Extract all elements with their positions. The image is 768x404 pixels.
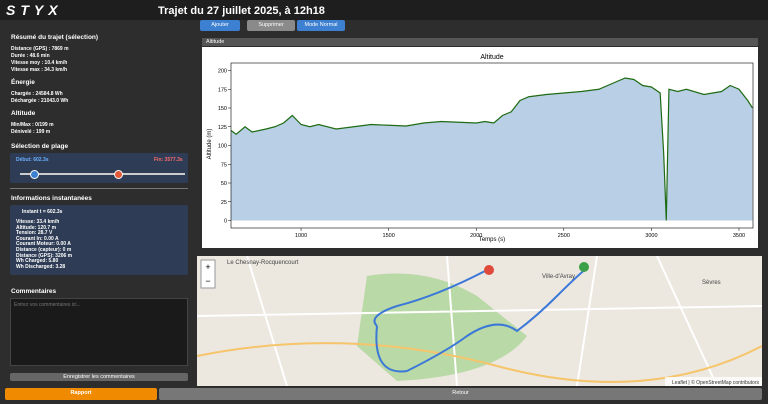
range-title: Sélection de plage <box>11 143 69 150</box>
x-tick-label: 1500 <box>383 233 395 239</box>
summary-line: Durée : 48.6 min <box>11 53 50 59</box>
page-title: Trajet du 27 juillet 2025, à 12h18 <box>158 5 325 17</box>
comments-title: Commentaires <box>11 288 57 295</box>
y-tick-label: 50 <box>221 181 227 187</box>
instant-line: Distance (GPS): 3206 m <box>16 252 73 259</box>
instant-line: Courant In: 0.00 A <box>16 235 59 242</box>
add-button[interactable]: Ajouter <box>200 20 240 31</box>
separator <box>10 188 188 189</box>
x-tick-label: 2000 <box>470 233 482 239</box>
route <box>375 267 588 373</box>
altitude-line: Dénivelé : 199 m <box>11 129 51 135</box>
logo: STYX <box>6 2 63 18</box>
energy-line: Déchargée : 21043.0 Wh <box>11 98 69 104</box>
zoom-in[interactable]: + <box>205 262 210 272</box>
instant-line: Courant Moteur: 0.00 A <box>16 241 71 248</box>
comments-input[interactable]: Entrez vos commentaires ici... <box>10 298 188 366</box>
altitude-line: Min/Max : 0/199 m <box>11 122 54 128</box>
line <box>230 77 753 221</box>
instant-line: Vitesse: 33.4 km/h <box>16 219 60 225</box>
x-tick-label: 2500 <box>558 233 570 239</box>
summary-title: Résumé du trajet (sélection) <box>11 34 99 41</box>
x-tick-label: 1000 <box>295 233 307 239</box>
zoom-control <box>200 259 216 289</box>
range-handle-end[interactable] <box>114 170 123 179</box>
summary-line: Vitesse max : 34.3 km/h <box>11 67 68 73</box>
instant-line: Tension: 28.7 V <box>16 230 53 237</box>
map-label: Sèvres <box>702 280 721 286</box>
range-panel <box>10 153 188 183</box>
y-axis-label: Altitude (m) <box>207 129 213 160</box>
delete-button[interactable]: Supprimer <box>247 20 295 31</box>
instant-panel <box>10 205 188 275</box>
instant-line: Wh Charged: 5.80 <box>16 258 59 265</box>
y-tick-label: 100 <box>218 144 227 150</box>
instant-title: Informations instantanées <box>11 195 92 202</box>
back-button[interactable]: Retour <box>159 388 762 400</box>
altitude-title: Altitude <box>11 110 36 117</box>
summary-line: Distance (GPS) : 7869 m <box>11 46 69 52</box>
save-comments-button[interactable]: Enregistrer les commentaires <box>10 373 188 381</box>
y-tick-label: 175 <box>218 87 227 93</box>
map-label: Ville-d'Avray <box>542 274 575 280</box>
forest <box>357 273 527 381</box>
x-tick-label: 3500 <box>733 233 745 239</box>
summary-line: Vitesse moy : 10.4 km/h <box>11 60 68 66</box>
range-handle-start[interactable] <box>30 170 39 179</box>
range-start: Début: 602.3s <box>16 157 49 163</box>
range-track <box>20 173 185 175</box>
y-tick-label: 125 <box>218 125 227 131</box>
area <box>231 78 753 221</box>
y-tick-label: 75 <box>221 162 227 168</box>
y-tick-label: 25 <box>221 200 227 206</box>
attribution: Leaflet | © OpenStreetMap contributors <box>672 379 759 386</box>
y-tick-label: 200 <box>218 69 227 75</box>
attribution-box <box>665 377 762 386</box>
report-button[interactable]: Rapport <box>5 388 157 400</box>
y-tick-label: 0 <box>224 219 227 225</box>
map-label: Le Chesnay-Rocquencourt <box>227 260 299 266</box>
zoom-out[interactable]: − <box>205 276 210 286</box>
start-marker <box>579 262 589 272</box>
range-end: Fin: 3577.3s <box>154 157 183 163</box>
metric-dropdown[interactable]: Altitude <box>202 38 758 46</box>
header <box>0 0 768 20</box>
plot-frame <box>230 62 754 229</box>
roads <box>197 256 762 386</box>
x-tick-label: 3000 <box>645 233 657 239</box>
chart-title: Altitude <box>480 54 503 61</box>
instant-line: Distance (capteur): 0 m <box>16 247 72 253</box>
energy-title: Énergie <box>11 79 35 86</box>
instant-time: Instant t = 602.3s <box>22 209 63 215</box>
chart: Altitude Temps (s) Altitude (m) 0 25 50 75 1… <box>202 47 758 248</box>
instant-line: Wh Discharged: 3.28 <box>16 263 66 270</box>
main-road <box>197 342 762 383</box>
route <box>373 269 488 327</box>
y-tick-label: 150 <box>218 106 227 112</box>
mode-button[interactable]: Mode Normal <box>297 20 345 31</box>
instant-line: Altitude: 120.7 m <box>16 224 57 231</box>
x-axis-label: Temps (s) <box>479 237 505 243</box>
energy-line: Chargée : 24584.8 Wh <box>11 91 63 97</box>
map: + − Leaflet | © OpenStreetMap contributo… <box>197 256 762 386</box>
end-marker <box>484 265 494 275</box>
